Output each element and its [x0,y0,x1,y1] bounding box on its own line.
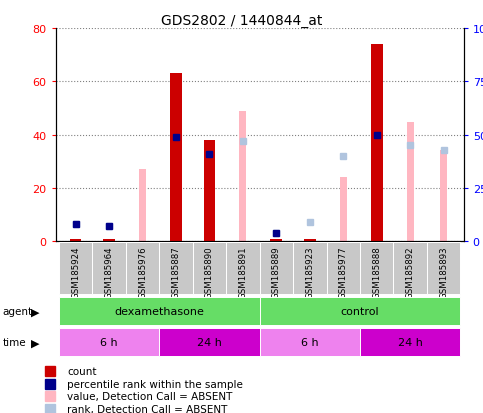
Bar [270,239,282,242]
Text: GSM185924: GSM185924 [71,245,80,298]
Bar [260,298,460,325]
Text: 24 h: 24 h [197,337,222,347]
Text: GSM185976: GSM185976 [138,245,147,298]
Bar [170,74,182,242]
Bar [92,243,126,294]
Bar [59,329,159,356]
Bar [360,243,394,294]
Text: GSM185887: GSM185887 [171,245,181,298]
Text: agent: agent [2,306,32,316]
Text: value, Detection Call = ABSENT: value, Detection Call = ABSENT [67,392,232,401]
Bar [260,329,360,356]
Text: count: count [67,366,97,376]
Bar [260,243,293,294]
Bar [59,298,260,325]
Bar [193,243,226,294]
Text: GSM185888: GSM185888 [372,245,381,298]
Bar [327,243,360,294]
Bar [340,178,347,242]
Bar [226,243,260,294]
Bar [126,243,159,294]
Bar [394,243,427,294]
Text: GDS2802 / 1440844_at: GDS2802 / 1440844_at [161,14,322,28]
Bar [304,239,316,242]
Bar [240,112,246,242]
Text: GSM185923: GSM185923 [305,245,314,298]
Text: GSM185893: GSM185893 [439,245,448,298]
Text: 6 h: 6 h [301,337,319,347]
Bar [360,329,460,356]
Text: time: time [2,337,26,347]
Bar [59,243,92,294]
Text: ▶: ▶ [31,337,40,347]
Text: 24 h: 24 h [398,337,423,347]
Text: ▶: ▶ [31,306,40,316]
Text: GSM185890: GSM185890 [205,245,214,298]
Text: GSM185891: GSM185891 [239,245,247,298]
Bar [70,239,82,242]
Text: dexamethasone: dexamethasone [114,306,204,316]
Text: 6 h: 6 h [100,337,118,347]
Bar [293,243,327,294]
Bar [407,123,413,242]
Bar [139,169,146,242]
Bar [203,140,215,242]
Text: percentile rank within the sample: percentile rank within the sample [67,379,243,389]
Text: GSM185964: GSM185964 [105,245,114,298]
Bar [159,243,193,294]
Bar [427,243,460,294]
Bar [103,239,115,242]
Bar [371,45,383,242]
Text: GSM185977: GSM185977 [339,245,348,298]
Text: rank, Detection Call = ABSENT: rank, Detection Call = ABSENT [67,404,227,413]
Bar [159,329,260,356]
Text: GSM185892: GSM185892 [406,245,414,298]
Text: GSM185889: GSM185889 [272,245,281,298]
Text: control: control [341,306,379,316]
Bar [440,150,447,242]
